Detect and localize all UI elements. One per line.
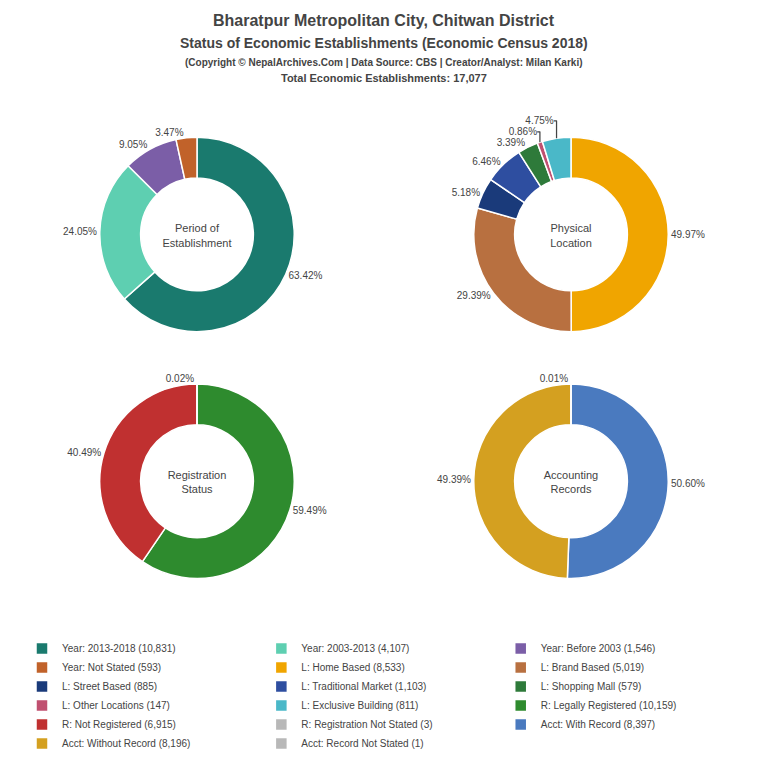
svg-text:Acct: Record Not Stated (1): Acct: Record Not Stated (1) [301,738,423,749]
svg-text:Acct: Without Record (8,196): Acct: Without Record (8,196) [62,738,190,749]
svg-text:Year: 2013-2018 (10,831): Year: 2013-2018 (10,831) [62,643,176,654]
svg-text:29.39%: 29.39% [457,290,491,301]
svg-text:0.02%: 0.02% [166,373,194,384]
svg-text:24.05%: 24.05% [63,226,97,237]
svg-text:59.49%: 59.49% [293,505,327,516]
svg-text:PhysicalLocation: PhysicalLocation [550,222,592,248]
svg-text:RegistrationStatus: RegistrationStatus [168,469,227,495]
svg-text:9.05%: 9.05% [119,139,147,150]
svg-text:L: Traditional Market (1,103): L: Traditional Market (1,103) [301,681,426,692]
svg-text:L: Home Based (8,533): L: Home Based (8,533) [301,662,404,673]
svg-text:Acct: With Record (8,397): Acct: With Record (8,397) [541,719,655,730]
svg-text:5.18%: 5.18% [452,187,480,198]
svg-text:Status of Economic Establishme: Status of Economic Establishments (Econo… [180,35,588,51]
svg-text:49.97%: 49.97% [671,229,705,240]
svg-text:R: Registration Not Stated (3): R: Registration Not Stated (3) [301,719,432,730]
svg-text:63.42%: 63.42% [288,270,322,281]
svg-text:0.01%: 0.01% [540,373,568,384]
svg-text:(Copyright © NepalArchives.Com: (Copyright © NepalArchives.Com | Data So… [185,57,583,68]
svg-text:50.60%: 50.60% [671,478,705,489]
svg-text:3.47%: 3.47% [155,127,183,138]
svg-text:Year: Before 2003 (1,546): Year: Before 2003 (1,546) [541,643,656,654]
svg-text:R: Not Registered (6,915): R: Not Registered (6,915) [62,719,176,730]
svg-text:L: Exclusive Building (811): L: Exclusive Building (811) [301,700,418,711]
svg-text:3.39%: 3.39% [497,137,525,148]
svg-text:L: Other Locations (147): L: Other Locations (147) [62,700,170,711]
svg-text:40.49%: 40.49% [67,447,101,458]
svg-text:Year: Not Stated (593): Year: Not Stated (593) [62,662,161,673]
svg-text:4.75%: 4.75% [525,115,553,126]
svg-text:L: Street Based (885): L: Street Based (885) [62,681,157,692]
svg-text:Bharatpur Metropolitan City, C: Bharatpur Metropolitan City, Chitwan Dis… [213,12,555,29]
svg-text:L: Shopping Mall (579): L: Shopping Mall (579) [541,681,642,692]
svg-text:Year: 2003-2013 (4,107): Year: 2003-2013 (4,107) [301,643,409,654]
svg-text:Total Economic Establishments:: Total Economic Establishments: 17,077 [281,72,487,84]
svg-text:0.86%: 0.86% [509,126,537,137]
svg-text:R: Legally Registered (10,159): R: Legally Registered (10,159) [541,700,677,711]
svg-text:Period ofEstablishment: Period ofEstablishment [162,222,231,248]
svg-text:49.39%: 49.39% [437,474,471,485]
svg-text:AccountingRecords: AccountingRecords [544,469,598,495]
svg-text:L: Brand Based (5,019): L: Brand Based (5,019) [541,662,644,673]
svg-text:6.46%: 6.46% [472,156,500,167]
